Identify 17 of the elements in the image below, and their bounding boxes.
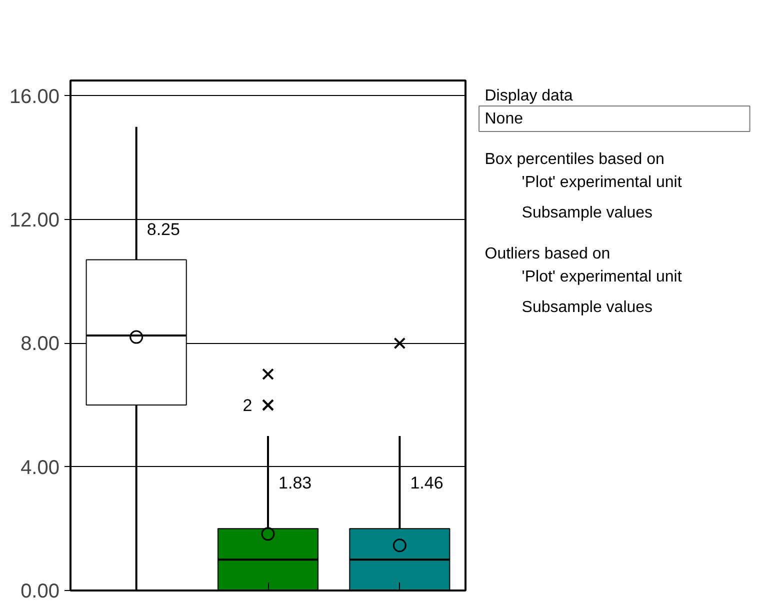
y-tick-label: 4.00 bbox=[20, 456, 60, 479]
y-tick-label: 12.00 bbox=[9, 210, 60, 232]
annotation: 8.25 bbox=[146, 220, 180, 239]
text: Outliers based on bbox=[484, 245, 610, 262]
y-tick-label: 0.00 bbox=[20, 580, 60, 602]
text: Subsample values bbox=[522, 298, 653, 316]
text: Display data bbox=[484, 87, 573, 104]
text: 'Plot' experimental unit bbox=[522, 174, 682, 191]
y-tick-label: 16.00 bbox=[9, 86, 60, 108]
text: Subsample values bbox=[522, 204, 653, 222]
annotation: 1.46 bbox=[410, 473, 444, 492]
annotation: 2 bbox=[242, 396, 252, 416]
annotation: 1.83 bbox=[278, 473, 312, 492]
text: 'Plot' experimental unit bbox=[522, 268, 682, 286]
y-tick-label: 8.00 bbox=[20, 333, 60, 356]
text: Box percentiles based on bbox=[484, 151, 664, 168]
text: None bbox=[484, 110, 524, 128]
